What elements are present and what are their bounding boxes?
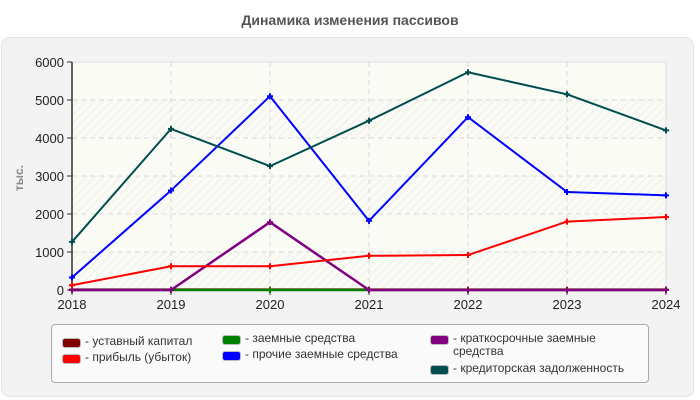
data-point-marker[interactable] [663,127,669,134]
series-3 [69,93,669,281]
legend-label: - кредиторская задолженность [453,361,625,375]
legend-swatch [222,351,241,361]
data-point-marker[interactable] [267,287,273,293]
legend-label: - краткосрочные заемные средства [453,331,596,358]
legend-item-borrowed-funds[interactable]: - заемные средства [222,332,355,345]
x-tick-label: 2020 [256,297,285,312]
x-tick-label: 2022 [454,297,483,312]
y-tick-label: 1000 [35,245,64,260]
series-4 [69,219,669,293]
data-point-marker[interactable] [69,274,75,281]
data-point-marker[interactable] [663,192,669,199]
legend-label: - прибыль (убыток) [85,350,192,364]
legend-swatch [430,335,449,345]
data-point-marker[interactable] [267,263,273,270]
data-point-marker[interactable] [366,287,372,293]
legend-swatch [62,354,81,364]
y-tick-label: 3000 [35,169,64,184]
data-point-marker[interactable] [168,125,174,132]
legend-item-profit-loss[interactable]: - прибыль (убыток) [62,351,191,364]
data-point-marker[interactable] [663,287,669,293]
x-tick-label: 2019 [157,297,186,312]
legend-label: - уставный капитал [85,334,193,348]
x-tick-label: 2023 [553,297,582,312]
data-point-marker[interactable] [564,91,570,98]
legend-item-authorized-capital[interactable]: - уставный капитал [62,335,192,348]
data-point-marker[interactable] [168,187,174,194]
data-point-marker[interactable] [564,188,570,195]
legend-item-short-term-borrowed-funds[interactable]: - краткосрочные заемные средства [430,332,596,358]
data-point-marker[interactable] [366,117,372,124]
data-point-marker[interactable] [366,252,372,259]
data-point-marker[interactable] [267,163,273,170]
legend-label: - прочие заемные средства [245,347,398,361]
x-tick-label: 2021 [355,297,384,312]
x-tick-label: 2024 [652,297,681,312]
data-point-marker[interactable] [267,219,273,226]
data-point-marker[interactable] [168,263,174,270]
gridlines [72,62,666,290]
data-point-marker[interactable] [465,114,471,121]
series-1 [69,214,669,289]
legend-swatch [222,335,241,345]
legend-item-accounts-payable[interactable]: - кредиторская задолженность [430,362,624,375]
y-tick-label: 4000 [35,131,64,146]
data-point-marker[interactable] [267,93,273,100]
legend-swatch [62,338,81,348]
y-tick-label: 0 [57,283,64,298]
data-point-marker[interactable] [465,69,471,76]
legend-item-other-borrowed-funds[interactable]: - прочие заемные средства [222,348,398,361]
y-tick-label: 6000 [35,55,64,70]
data-point-marker[interactable] [465,252,471,259]
y-axis-label: тыс. [12,164,26,192]
series-5 [69,69,669,245]
data-point-marker[interactable] [168,287,174,293]
x-tick-label: 2018 [58,297,87,312]
data-point-marker[interactable] [663,214,669,221]
chart-title: Динамика изменения пассивов [241,12,459,28]
y-tick-label: 2000 [35,207,64,222]
data-point-marker[interactable] [465,287,471,293]
y-tick-label: 5000 [35,93,64,108]
data-point-marker[interactable] [564,218,570,225]
data-point-marker[interactable] [69,282,75,289]
data-point-marker[interactable] [366,217,372,224]
data-point-marker[interactable] [564,287,570,293]
legend-swatch [430,365,449,375]
data-point-marker[interactable] [69,238,75,245]
legend-label: - заемные средства [245,331,356,345]
series-lines [69,69,669,293]
legend: - уставный капитал - прибыль (убыток) - … [51,324,649,383]
